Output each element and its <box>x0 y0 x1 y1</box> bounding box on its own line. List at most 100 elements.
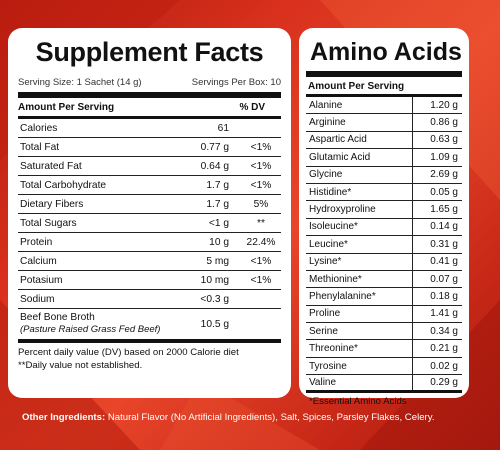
amino-acid-value: 1.41 g <box>412 305 462 323</box>
amino-acid-row: Glycine 2.69 g <box>306 166 462 184</box>
amino-acid-row: Lysine* 0.41 g <box>306 253 462 271</box>
amino-acids-title: Amino Acids <box>310 38 462 66</box>
amino-acid-name: Leucine* <box>309 238 348 250</box>
nutrient-dv: <1% <box>250 255 272 267</box>
amino-acid-name: Phenylalanine* <box>309 290 376 302</box>
amino-acid-name: Histidine* <box>309 186 352 198</box>
supplement-facts-title: Supplement Facts <box>35 37 264 67</box>
amino-acid-name: Methionine* <box>309 273 362 285</box>
amino-acid-row: Phenylalanine* 0.18 g <box>306 288 462 306</box>
nutrient-amount: 1.7 g <box>206 179 229 191</box>
amino-acid-name: Lysine* <box>309 256 342 268</box>
nutrient-name: Total Sugars <box>20 217 77 229</box>
amino-acid-value: 0.63 g <box>412 131 462 149</box>
nutrient-row: Total Carbohydrate 1.7 g <1% <box>18 176 281 195</box>
amino-acid-value: 0.34 g <box>412 323 462 340</box>
amino-acid-name: Isoleucine* <box>309 221 358 233</box>
nutrient-name: Protein <box>20 236 53 248</box>
amino-acid-row: Arginine 0.86 g <box>306 114 462 132</box>
amino-acid-row: Isoleucine* 0.14 g <box>306 218 462 237</box>
nutrient-dv: <1% <box>250 141 272 153</box>
nutrient-row: Protein 10 g 22.4% <box>18 233 281 252</box>
nutrient-row: Calcium 5 mg <1% <box>18 252 281 271</box>
amino-acid-row: Alanine 1.20 g <box>306 97 462 115</box>
supplement-facts-footnotes: Percent daily value (DV) based on 2000 C… <box>18 343 281 372</box>
amino-acid-name: Glycine <box>309 169 343 181</box>
nutrient-name: Dietary Fibers <box>20 198 84 210</box>
amino-acid-value: 2.69 g <box>412 166 462 183</box>
amino-acid-row: Valine 0.29 g <box>306 375 462 393</box>
nutrient-name: Potasium <box>20 274 63 286</box>
nutrient-amount: 10 g <box>209 236 229 248</box>
nutrient-row: Sodium <0.3 g <box>18 290 281 309</box>
amino-acid-row: Histidine* 0.05 g <box>306 183 462 202</box>
nutrient-amount: 5 mg <box>206 255 229 267</box>
amino-acid-value: 0.41 g <box>412 253 462 270</box>
supplement-facts-panel: Supplement Facts Serving Size: 1 Sachet … <box>8 28 291 398</box>
amino-acid-row: Proline 1.41 g <box>306 305 462 324</box>
amino-acid-value: 0.86 g <box>412 114 462 131</box>
nutrient-row: Calories 61 <box>18 119 281 138</box>
servings-per-box: Servings Per Box: 10 <box>191 77 281 88</box>
amino-acid-value: 0.29 g <box>412 375 462 390</box>
broth-amount: 10.5 g <box>200 318 229 330</box>
amino-acid-name: Aspartic Acid <box>309 134 367 146</box>
nutrient-name: Total Carbohydrate <box>20 179 107 191</box>
amino-acid-value: 0.14 g <box>412 218 462 236</box>
other-ingredients-text: Natural Flavor (No Artificial Ingredient… <box>107 412 435 423</box>
amino-acid-value: 0.31 g <box>412 236 462 253</box>
amino-acid-row: Aspartic Acid 0.63 g <box>306 131 462 150</box>
amino-acid-name: Proline <box>309 308 341 320</box>
nutrient-name: Saturated Fat <box>20 160 82 172</box>
amino-acid-row: Tyrosine 0.02 g <box>306 357 462 376</box>
amino-acid-row: Glutamic Acid 1.09 g <box>306 149 462 167</box>
footnote-daily-value: **Daily value not established. <box>18 360 143 371</box>
nutrient-amount: 0.64 g <box>200 160 229 172</box>
amino-acid-name: Serine <box>309 325 338 337</box>
amino-acid-value: 0.07 g <box>412 270 462 288</box>
footnote-dv: Percent daily value (DV) based on 2000 C… <box>18 347 239 358</box>
nutrient-row: Potasium 10 mg <1% <box>18 271 281 290</box>
amino-acid-row: Hydroxyproline 1.65 g <box>306 201 462 219</box>
amount-per-serving-heading: Amount Per Serving <box>18 102 115 113</box>
serving-size: Serving Size: 1 Sachet (14 g) <box>18 77 142 88</box>
amino-acid-row: Serine 0.34 g <box>306 323 462 341</box>
amino-acid-name: Glutamic Acid <box>309 151 371 163</box>
serving-info: Serving Size: 1 Sachet (14 g) Servings P… <box>18 77 281 98</box>
amino-acid-value: 0.02 g <box>412 357 462 375</box>
amino-acid-value: 1.65 g <box>412 201 462 218</box>
other-ingredients-label: Other Ingredients: <box>22 412 106 423</box>
nutrient-name: Total Fat <box>20 141 60 153</box>
amino-acid-name: Tyrosine <box>309 360 347 372</box>
amino-acid-row: Methionine* 0.07 g <box>306 270 462 289</box>
nutrient-dv: <1% <box>250 160 272 172</box>
nutrient-dv: 5% <box>253 198 269 210</box>
nutrient-name: Calories <box>20 122 58 134</box>
broth-name: Beef Bone Broth (Pasture Raised Grass Fe… <box>18 312 181 336</box>
amino-acid-value: 0.05 g <box>412 183 462 201</box>
amino-acid-value: 1.09 g <box>412 149 462 166</box>
nutrient-dv: ** <box>257 217 265 229</box>
supplement-facts-header: Amount Per Serving % DV <box>18 98 281 119</box>
nutrient-name: Calcium <box>20 255 57 267</box>
nutrient-amount: 1.7 g <box>206 198 229 210</box>
broth-row: Beef Bone Broth (Pasture Raised Grass Fe… <box>18 309 281 343</box>
supplement-facts-rows: Calories 61 Total Fat 0.77 g <1% Saturated Fa… <box>18 119 281 309</box>
nutrient-row: Total Sugars <1 g ** <box>18 214 281 233</box>
nutrient-amount: 0.77 g <box>200 141 229 153</box>
amino-acids-panel: Amino Acids Amount Per Serving Alanine 1.… <box>299 28 469 407</box>
nutrient-dv: <1% <box>250 274 272 286</box>
amino-acid-value: 0.18 g <box>412 288 462 305</box>
nutrient-amount: 61 <box>217 122 229 134</box>
nutrient-amount: <1 g <box>208 217 229 229</box>
amino-acid-name: Threonine* <box>309 343 358 355</box>
nutrient-dv: 22.4% <box>246 236 276 248</box>
dv-heading: % DV <box>239 102 265 113</box>
amino-acid-name: Arginine <box>309 117 346 129</box>
amino-acid-name: Hydroxyproline <box>309 204 376 216</box>
nutrient-amount: 10 mg <box>200 274 229 286</box>
nutrient-row: Dietary Fibers 1.7 g 5% <box>18 195 281 214</box>
nutrient-row: Saturated Fat 0.64 g <1% <box>18 157 281 176</box>
amino-acid-value: 1.20 g <box>412 97 462 114</box>
nutrient-dv: <1% <box>250 179 272 191</box>
